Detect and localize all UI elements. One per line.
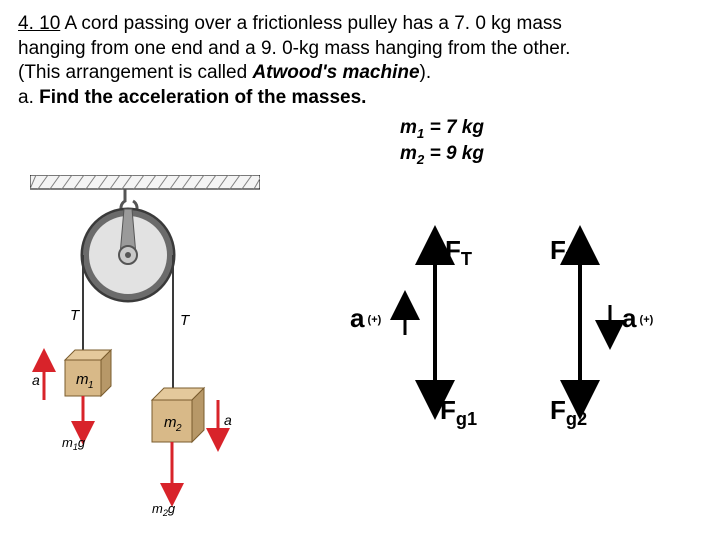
m1-rhs: = 7 kg xyxy=(424,117,484,138)
given-values: m1 = 7 kg m2 = 9 kg xyxy=(400,116,484,168)
label-ft-right: FT xyxy=(550,235,577,270)
line4a: a. xyxy=(18,87,39,108)
line3c: ). xyxy=(420,62,432,83)
label-ft-left: FT xyxy=(445,235,472,270)
label-T-right: T xyxy=(180,312,191,329)
atwood-diagram: m 1 m 2 T T a m1g a m2g xyxy=(30,175,260,520)
m2-rhs: = 9 kg xyxy=(424,143,484,164)
block-m1: m 1 xyxy=(65,350,111,396)
problem-text: 4. 10 A cord passing over a frictionless… xyxy=(18,12,702,111)
ceiling-hatch xyxy=(30,175,260,189)
line3a: (This arrangement is called xyxy=(18,62,252,83)
label-a-m2: a xyxy=(224,412,232,428)
label-T-left: T xyxy=(70,307,81,324)
label-aplus-left: a (+) xyxy=(350,303,381,334)
m1-lhs: m xyxy=(400,117,417,138)
label-fg1: Fg1 xyxy=(440,395,477,430)
pulley-group xyxy=(82,209,174,301)
svg-text:2: 2 xyxy=(175,423,182,434)
block-m2: m 2 xyxy=(152,388,204,442)
label-fg2: Fg2 xyxy=(550,395,587,430)
problem-number: 4. 10 xyxy=(18,13,60,34)
svg-text:1: 1 xyxy=(88,380,94,391)
label-m2g: m2g xyxy=(152,501,176,518)
line4b: Find the acceleration of the masses. xyxy=(39,87,366,108)
line2: hanging from one end and a 9. 0-kg mass … xyxy=(18,38,570,59)
m2-lhs: m xyxy=(400,143,417,164)
svg-text:m: m xyxy=(76,371,89,388)
line1-rest: A cord passing over a frictionless pulle… xyxy=(60,13,562,34)
svg-text:m: m xyxy=(164,414,177,431)
atwood-svg: m 1 m 2 T T a m1g a m2g xyxy=(30,175,260,520)
label-aplus-right: a (+) xyxy=(622,303,653,334)
label-a-m1: a xyxy=(32,372,40,388)
line3b: Atwood's machine xyxy=(252,62,419,83)
label-m1g: m1g xyxy=(62,435,86,452)
free-body-diagram: FT FT Fg1 Fg2 a (+) a (+) xyxy=(340,215,680,435)
